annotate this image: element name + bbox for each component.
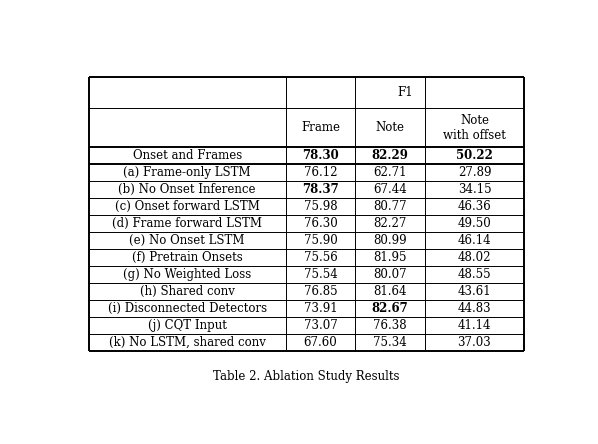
Text: (i) Disconnected Detectors: (i) Disconnected Detectors xyxy=(108,302,267,315)
Text: (a) Frame-only LSTM: (a) Frame-only LSTM xyxy=(123,166,251,179)
Text: 37.03: 37.03 xyxy=(457,336,492,349)
Text: 67.44: 67.44 xyxy=(373,183,407,196)
Text: 82.29: 82.29 xyxy=(371,149,408,162)
Text: 76.30: 76.30 xyxy=(304,217,337,230)
Text: Table 2. Ablation Study Results: Table 2. Ablation Study Results xyxy=(213,370,399,383)
Text: 75.98: 75.98 xyxy=(304,200,337,213)
Text: 76.12: 76.12 xyxy=(304,166,337,179)
Text: 82.27: 82.27 xyxy=(373,217,407,230)
Text: 75.56: 75.56 xyxy=(304,251,337,264)
Text: 80.07: 80.07 xyxy=(373,268,407,281)
Text: Note: Note xyxy=(376,121,404,134)
Text: 48.55: 48.55 xyxy=(457,268,492,281)
Text: 50.22: 50.22 xyxy=(456,149,493,162)
Text: 62.71: 62.71 xyxy=(373,166,407,179)
Text: (j) CQT Input: (j) CQT Input xyxy=(148,319,227,332)
Text: (k) No LSTM, shared conv: (k) No LSTM, shared conv xyxy=(109,336,266,349)
Text: 81.95: 81.95 xyxy=(373,251,407,264)
Text: 46.36: 46.36 xyxy=(457,200,492,213)
Text: 75.90: 75.90 xyxy=(304,234,337,247)
Text: 73.91: 73.91 xyxy=(304,302,337,315)
Text: Frame: Frame xyxy=(301,121,340,134)
Text: 43.61: 43.61 xyxy=(457,285,492,298)
Text: (d) Frame forward LSTM: (d) Frame forward LSTM xyxy=(112,217,262,230)
Text: 80.77: 80.77 xyxy=(373,200,407,213)
Text: 76.85: 76.85 xyxy=(304,285,337,298)
Text: 76.38: 76.38 xyxy=(373,319,407,332)
Text: (e) No Onset LSTM: (e) No Onset LSTM xyxy=(129,234,245,247)
Text: 80.99: 80.99 xyxy=(373,234,407,247)
Text: 78.37: 78.37 xyxy=(302,183,338,196)
Text: 49.50: 49.50 xyxy=(457,217,492,230)
Text: 34.15: 34.15 xyxy=(457,183,492,196)
Text: (c) Onset forward LSTM: (c) Onset forward LSTM xyxy=(115,200,260,213)
Text: (b) No Onset Inference: (b) No Onset Inference xyxy=(118,183,256,196)
Text: 75.34: 75.34 xyxy=(373,336,407,349)
Text: F1: F1 xyxy=(397,86,413,99)
Text: (h) Shared conv: (h) Shared conv xyxy=(140,285,234,298)
Text: 67.60: 67.60 xyxy=(304,336,337,349)
Text: 46.14: 46.14 xyxy=(457,234,492,247)
Text: 44.83: 44.83 xyxy=(457,302,492,315)
Text: Onset and Frames: Onset and Frames xyxy=(133,149,242,162)
Text: 81.64: 81.64 xyxy=(373,285,407,298)
Text: 75.54: 75.54 xyxy=(304,268,337,281)
Text: (f) Pretrain Onsets: (f) Pretrain Onsets xyxy=(132,251,243,264)
Text: 48.02: 48.02 xyxy=(457,251,491,264)
Text: (g) No Weighted Loss: (g) No Weighted Loss xyxy=(123,268,251,281)
Text: 73.07: 73.07 xyxy=(304,319,337,332)
Text: 82.67: 82.67 xyxy=(371,302,408,315)
Text: Note
with offset: Note with offset xyxy=(443,114,506,142)
Text: 78.30: 78.30 xyxy=(302,149,338,162)
Text: 41.14: 41.14 xyxy=(457,319,491,332)
Text: 27.89: 27.89 xyxy=(457,166,491,179)
